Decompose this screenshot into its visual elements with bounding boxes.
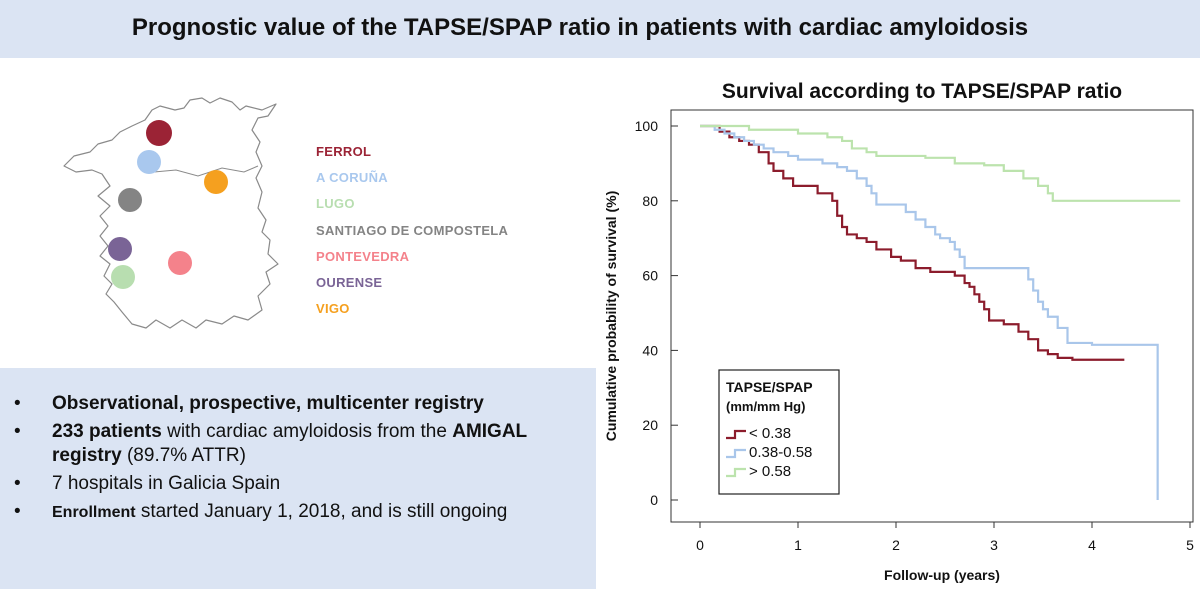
registry-text-part: 233 patients [52, 421, 162, 442]
y-axis-label: Cumulative probability of survival (%) [603, 191, 619, 442]
x-tick-label: 4 [1088, 537, 1096, 553]
galicia-border-line [153, 165, 259, 177]
x-tick-label: 3 [990, 537, 998, 553]
registry-text-part: started January 1, 2018, and is still on… [135, 501, 508, 522]
legend-subtitle: (mm/mm Hg) [726, 399, 805, 414]
x-axis-label: Follow-up (years) [884, 567, 1000, 583]
legend-pontevedra: PONTEVEDRA [316, 248, 410, 264]
legend-santiago: SANTIAGO DE COMPOSTELA [316, 222, 509, 238]
galicia-outline [63, 97, 279, 329]
survival-curve-series-3 [700, 124, 1181, 202]
legend-swatch [726, 429, 746, 440]
page-title: Prognostic value of the TAPSE/SPAP ratio… [131, 14, 1029, 41]
x-tick-label: 0 [696, 537, 704, 553]
bullet-glyph: • [14, 501, 21, 522]
legend-title: TAPSE/SPAP [726, 379, 813, 395]
galicia-map [63, 97, 279, 329]
x-tick-label: 2 [892, 537, 900, 553]
plot-frame [670, 109, 1194, 523]
y-tick-label: 40 [642, 342, 658, 358]
galicia-map-panel: FERROL A CORUÑA LUGO SANTIAGO DE COMPOST… [0, 58, 600, 368]
ferrol-marker [146, 120, 172, 146]
santiago-marker [118, 188, 142, 212]
bullet-glyph: • [14, 421, 21, 442]
y-tick-label: 80 [642, 193, 658, 209]
y-tick-label: 60 [642, 268, 658, 284]
chart-title: Survival according to TAPSE/SPAP ratio [722, 80, 1122, 103]
legend-vigo: VIGO [316, 301, 350, 317]
a-coruna-marker [137, 150, 161, 174]
y-tick-label: 20 [642, 417, 658, 433]
legend-lugo: LUGO [316, 196, 355, 212]
survival-curve-series-2 [700, 124, 1159, 500]
bullet-glyph: • [14, 473, 21, 494]
registry-bullet-list: • Observational, prospective, multicenter… [14, 392, 552, 529]
legend-entry: < 0.38 [749, 425, 791, 442]
title-bar: Prognostic value of the TAPSE/SPAP ratio… [0, 0, 1200, 58]
x-tick-label: 1 [794, 537, 802, 553]
registry-text-part: Enrollment [52, 504, 136, 521]
legend-a-coruna: A CORUÑA [316, 170, 388, 186]
registry-text-part: (89.7% ATTR) [121, 445, 246, 466]
legend-ourense: OURENSE [316, 274, 383, 290]
city-legend: FERROL A CORUÑA LUGO SANTIAGO DE COMPOST… [316, 144, 508, 327]
registry-text-part: AMIGAL registry [52, 421, 527, 466]
registry-info-box: • Observational, prospective, multicenter… [0, 368, 596, 589]
legend-swatch [726, 467, 746, 478]
y-tick-label: 100 [635, 118, 659, 134]
registry-text-part: with cardiac amyloidosis from the [161, 421, 453, 442]
pontevedra-marker [168, 251, 192, 275]
legend-swatch [726, 448, 746, 459]
registry-item: • 7 hospitals in Galicia Spain [14, 472, 552, 496]
registry-text-part: 7 hospitals in Galicia Spain [52, 473, 281, 494]
survival-chart: Survival according to TAPSE/SPAP ratio 0 2… [603, 80, 1194, 583]
registry-item: • Observational, prospective, multicenter… [14, 392, 552, 416]
y-tick-label: 0 [650, 492, 658, 508]
ourense-marker [108, 237, 132, 261]
registry-item: • Enrollment started January 1, 2018, and… [14, 500, 552, 525]
registry-item: • 233 patients with cardiac amyloidosis f… [14, 420, 552, 468]
legend-ferrol: FERROL [316, 144, 372, 159]
registry-text-part: Observational, prospective, multicenter … [52, 393, 484, 414]
x-tick-label: 5 [1186, 537, 1194, 553]
vigo-marker [204, 170, 228, 194]
legend-entry: > 0.58 [749, 463, 791, 480]
bullet-glyph: • [14, 393, 21, 414]
legend-entry: 0.38-0.58 [749, 444, 812, 461]
lugo-marker [111, 265, 135, 289]
survival-curve-series-1 [700, 124, 1125, 361]
